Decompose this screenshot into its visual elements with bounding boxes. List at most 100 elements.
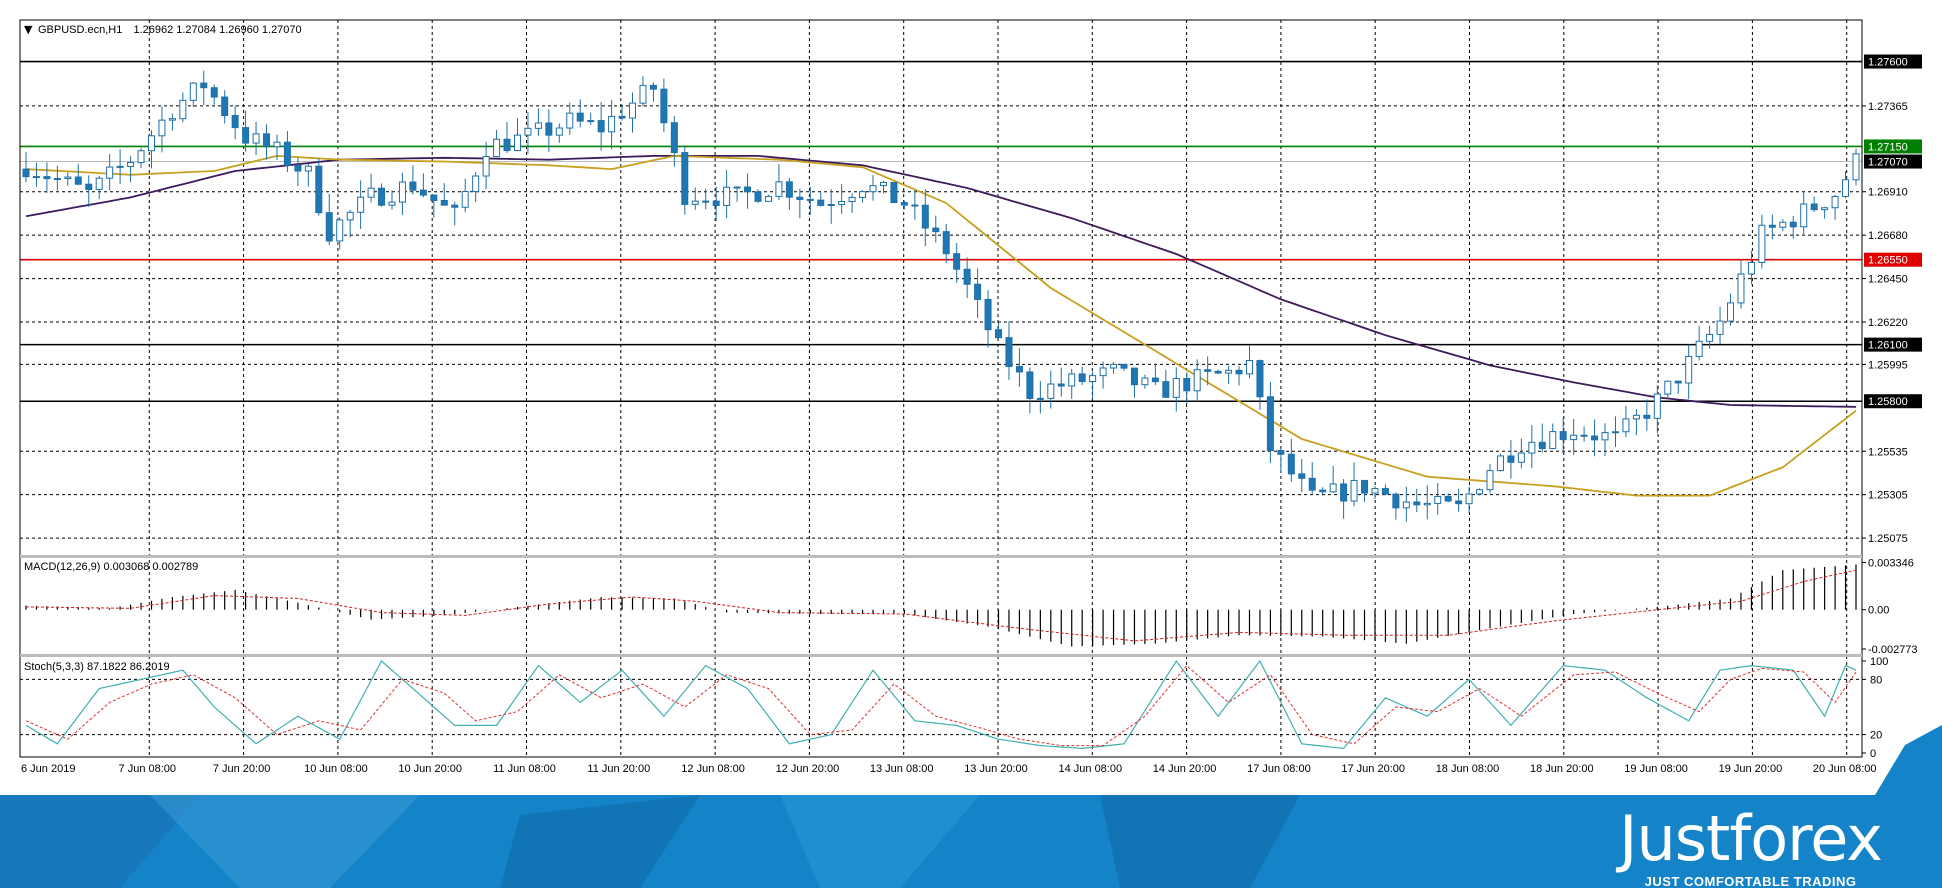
candle-bull [1601,432,1609,441]
banner-corner-shape [1875,725,1942,795]
candle-bull [1570,434,1578,441]
candle-bear [1078,373,1086,383]
macd-label: MACD(12,26,9) 0.003068 0.002789 [24,561,198,573]
candle-bull [1664,380,1672,395]
price-tick-label: 1.27365 [1868,101,1908,113]
candle-bull [1402,501,1410,509]
candle-bear [597,120,605,133]
candle-bear [503,138,511,152]
time-tick-label: 17 Jun 08:00 [1247,763,1311,775]
time-tick-label: 18 Jun 08:00 [1436,763,1500,775]
candle-bear [315,165,323,214]
candle-bull [1852,153,1860,181]
candle-bull [1758,224,1766,263]
candle-bull [534,122,542,129]
moving-averages [25,154,1857,497]
collapse-triangle-icon[interactable]: ▼ [24,23,33,36]
symbol-label: GBPUSD.ecn,H1 [38,24,122,36]
candle-bear [1256,360,1264,398]
candle-bear [1130,367,1138,386]
candle-bull [1496,455,1504,472]
candle-bear [942,231,950,255]
candle-bull [127,162,135,167]
candle-bull [1747,261,1755,275]
candle-bull [116,165,124,168]
time-tick-label: 11 Jun 20:00 [587,763,650,775]
candle-bear [22,168,30,178]
candle-bull [1727,302,1735,322]
candle-bull [168,118,176,121]
candle-bull [336,219,344,242]
candle-bear [74,176,82,185]
candle-bull [1465,493,1473,505]
candle-bear [1298,473,1306,479]
candle-bull [1528,441,1536,454]
candle-bear [1789,221,1797,228]
candle-bull [189,82,197,101]
candle-bull [147,135,155,152]
candle-bear [283,141,291,166]
level-price-box [1864,54,1922,69]
candle-bear [785,181,793,198]
candle-bull [357,196,365,213]
candle-bear [1277,450,1285,455]
level-price-label: 1.25800 [1868,396,1908,408]
candle-bear [263,133,271,148]
candle-bull [1068,373,1076,387]
candle-bear [1151,377,1159,383]
candle-bull [1434,495,1442,504]
candle-bull [1716,320,1724,335]
candle-bear [754,191,762,202]
candle-bear [1005,337,1013,367]
macd-tick-label: -0.002773 [1868,644,1918,656]
candle-bull [179,99,187,120]
candle-bull [137,150,145,164]
level-price-label: 1.27150 [1868,141,1908,153]
horizontal-levels [20,60,1862,403]
time-tick-label: 6 Jun 2019 [21,763,75,775]
candle-bull [273,141,281,148]
candle-bear [1340,483,1348,502]
candle-bull [1842,179,1850,197]
stoch-tick-label: 100 [1870,656,1888,668]
candle-bull [1611,431,1619,434]
candle-bear [1413,501,1421,506]
time-tick-label: 19 Jun 20:00 [1719,763,1783,775]
level-price-box [1864,139,1922,154]
candle-bear [1120,363,1128,369]
candle-bull [1685,355,1693,384]
candle-bear [900,202,908,206]
candle-bear [1381,488,1389,495]
chart-grid [20,20,1862,757]
candle-bull [1831,195,1839,209]
candle-bear [660,88,668,124]
price-tick-label: 1.26220 [1868,317,1908,329]
candle-bull [555,127,563,136]
current-price-box [1864,154,1922,169]
time-tick-label: 14 Jun 08:00 [1058,763,1122,775]
time-tick-label: 7 Jun 20:00 [213,763,271,775]
candle-bull [1047,383,1055,399]
candle-bear [1768,224,1776,228]
price-tick-label: 1.26680 [1868,230,1908,242]
brand-name: Justforex [1619,802,1883,875]
candle-bull [859,191,867,198]
price-tick-label: 1.26910 [1868,187,1908,199]
candle-bear [806,198,814,201]
brand-tagline: JUST COMFORTABLE TRADING [1644,874,1857,889]
candle-bear [1392,493,1400,509]
plot-frame [19,19,1863,758]
candle-bull [1821,207,1829,211]
candle-bear [1361,479,1369,494]
time-tick-label: 12 Jun 08:00 [681,763,745,775]
candle-bear [1308,477,1316,491]
candle-bear [1674,380,1682,384]
candle-bear [1559,431,1567,441]
candle-bull [1110,363,1118,369]
price-tick-label: 1.26450 [1868,274,1908,286]
candle-bear [231,114,239,129]
candle-bull [1245,360,1253,375]
candle-bear [817,199,825,206]
macd-panel [25,564,1857,647]
candle-bull [1423,502,1431,506]
